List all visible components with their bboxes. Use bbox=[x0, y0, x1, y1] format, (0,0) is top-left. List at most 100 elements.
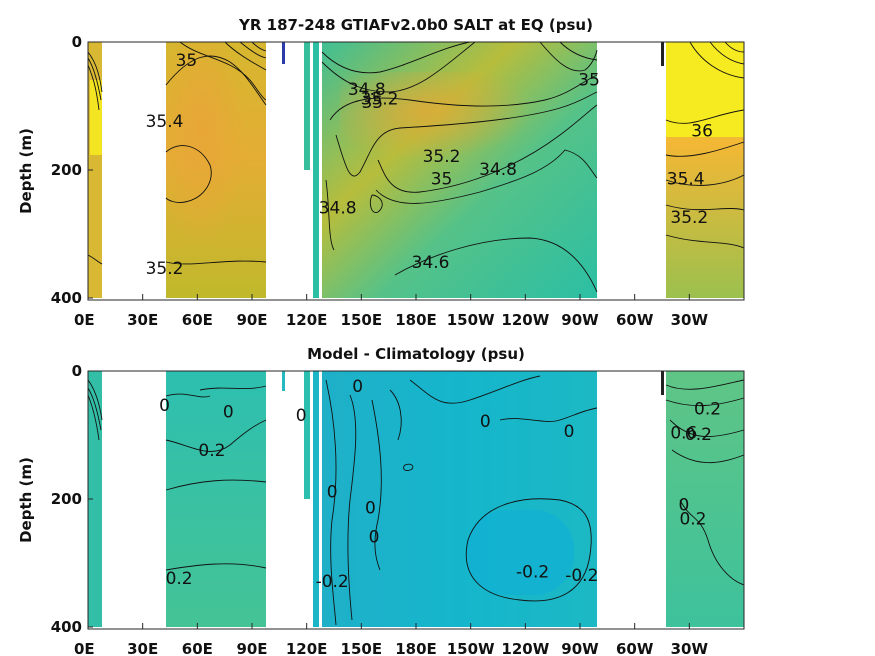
contour-line bbox=[371, 399, 382, 571]
contour-line bbox=[165, 563, 267, 571]
contour-label: 35.4 bbox=[146, 112, 184, 132]
contour-line bbox=[665, 379, 745, 390]
x-tick-label: 120W bbox=[501, 311, 549, 329]
contour-line bbox=[389, 389, 402, 441]
contour-line bbox=[665, 141, 745, 157]
contour-line bbox=[499, 407, 598, 422]
contour-line bbox=[394, 237, 598, 293]
x-tick-label: 90W bbox=[561, 640, 599, 656]
field-artifact bbox=[282, 371, 285, 391]
field-segment bbox=[666, 42, 744, 137]
contour-label: 0.6 bbox=[670, 424, 697, 444]
panel-2-y-ticks: 0 200 400 bbox=[51, 362, 93, 636]
x-tick-label: 150E bbox=[341, 640, 383, 656]
contour-line bbox=[403, 463, 414, 471]
contour-line bbox=[179, 41, 267, 101]
contour-line bbox=[679, 499, 745, 586]
panel-2-ylabel: Depth (m) bbox=[17, 457, 35, 543]
field-artifact bbox=[661, 42, 664, 66]
contour-line bbox=[375, 149, 598, 204]
contour-label: 0 bbox=[678, 495, 689, 515]
panel-1-y-ticks: 0 200 400 bbox=[51, 33, 93, 307]
contour-line bbox=[87, 57, 102, 101]
x-tick-label: 90E bbox=[236, 311, 267, 329]
y-tick-label: 0 bbox=[72, 33, 82, 51]
y-tick-label: 200 bbox=[51, 161, 82, 179]
contour-line bbox=[347, 394, 357, 621]
field-segment bbox=[313, 42, 319, 298]
x-tick-label: 0E bbox=[74, 311, 95, 329]
contour-label: 0 bbox=[159, 396, 170, 416]
contour-line bbox=[251, 41, 267, 52]
contour-line bbox=[87, 394, 100, 441]
x-tick-label: 90W bbox=[561, 311, 599, 329]
contour-label: 35.2 bbox=[670, 208, 708, 228]
panel-2-field bbox=[88, 371, 744, 627]
x-tick-label: 60E bbox=[182, 640, 213, 656]
contour-label: -0.2 bbox=[565, 566, 598, 586]
contour-label: 0 bbox=[223, 403, 234, 423]
x-tick-label: 30E bbox=[127, 311, 158, 329]
contour-line bbox=[325, 179, 335, 251]
contour-label: 0 bbox=[327, 483, 338, 503]
contour-line bbox=[199, 385, 267, 391]
panel-1: YR 187-248 GTIAFv2.0b0 SALT at EQ (psu) … bbox=[17, 16, 745, 329]
contour-line bbox=[325, 379, 337, 626]
contour-label: 0.2 bbox=[166, 569, 193, 589]
contour-line bbox=[87, 64, 100, 111]
x-tick-label: 150E bbox=[341, 311, 383, 329]
x-tick-label: 0E bbox=[74, 640, 95, 656]
contour-label: 34.8 bbox=[348, 80, 386, 100]
contour-line bbox=[669, 419, 745, 438]
contour-line bbox=[559, 41, 598, 61]
contour-label: 35.4 bbox=[667, 170, 705, 190]
contour-label: 35 bbox=[361, 93, 383, 113]
contour-line bbox=[165, 479, 267, 491]
contour-line bbox=[224, 41, 267, 71]
contour-line bbox=[665, 174, 745, 186]
contour-label: 35.2 bbox=[361, 90, 399, 110]
contour-line bbox=[321, 41, 471, 74]
panel-1-title: YR 187-248 GTIAFv2.0b0 SALT at EQ (psu) bbox=[238, 16, 593, 34]
x-tick-label: 120E bbox=[286, 640, 328, 656]
field-segment bbox=[322, 371, 597, 627]
contour-label: 35 bbox=[431, 170, 453, 190]
field-artifact bbox=[661, 371, 664, 395]
field-artifact bbox=[282, 42, 285, 64]
panel-2-x-ticks: 0E 30E 60E 90E 120E 150E 180E 150W 120W 90W 60W 30W bbox=[74, 623, 708, 656]
contour-line bbox=[409, 375, 541, 404]
field-segment bbox=[666, 371, 744, 627]
contour-label: 0.2 bbox=[685, 425, 712, 445]
x-tick-label: 150W bbox=[447, 640, 495, 656]
field-segment bbox=[313, 371, 319, 627]
x-tick-label: 30W bbox=[671, 311, 709, 329]
panel-1-x-ticks: 0E 30E 60E 90E 120E 150E 180E 150W 120W 90W 60W 30W bbox=[74, 294, 708, 329]
x-tick-label: 120E bbox=[286, 311, 328, 329]
panel-2-contours bbox=[87, 375, 745, 626]
contour-line bbox=[709, 41, 745, 65]
field-segment bbox=[166, 371, 266, 627]
panel-1-ylabel: Depth (m) bbox=[17, 128, 35, 214]
x-tick-label: 180E bbox=[395, 640, 437, 656]
field-segment bbox=[466, 510, 574, 595]
contour-line bbox=[87, 51, 103, 93]
x-tick-label: 60W bbox=[616, 311, 654, 329]
panel-2: Model - Climatology (psu) Depth (m) bbox=[17, 345, 745, 656]
contour-line bbox=[87, 379, 103, 421]
contour-label: 35 bbox=[578, 70, 600, 90]
field-segment bbox=[304, 42, 310, 170]
contour-line bbox=[724, 41, 745, 53]
contour-line bbox=[539, 41, 598, 72]
x-tick-label: 60E bbox=[182, 311, 213, 329]
field-segment bbox=[90, 80, 102, 155]
contour-label: 0 bbox=[480, 412, 491, 432]
contour-label: 34.6 bbox=[412, 253, 450, 273]
contour-line bbox=[465, 498, 592, 602]
contour-line bbox=[165, 419, 267, 452]
y-tick-label: 200 bbox=[51, 490, 82, 508]
contour-label: 36 bbox=[691, 122, 713, 142]
contour-line bbox=[335, 91, 598, 177]
contour-line bbox=[689, 41, 745, 79]
contour-label: 35.2 bbox=[423, 147, 461, 167]
contour-line bbox=[165, 145, 212, 203]
